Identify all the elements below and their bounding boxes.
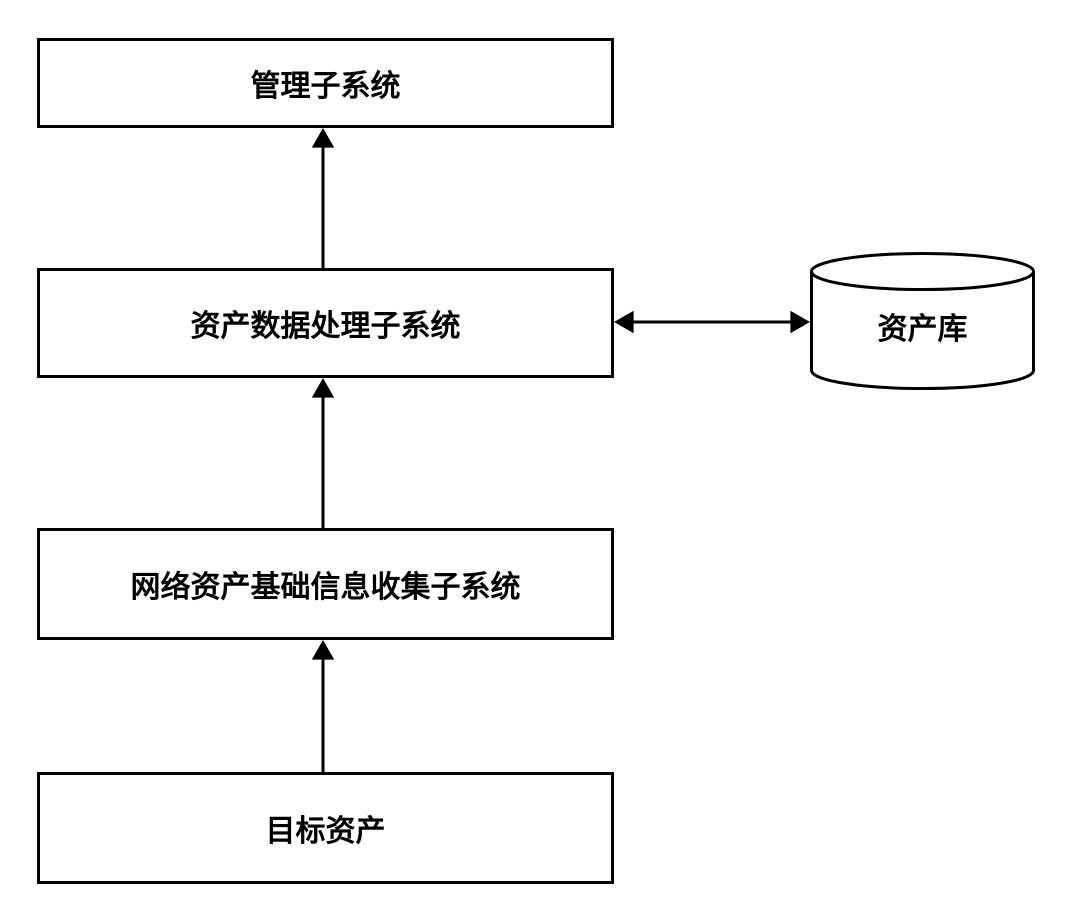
arrows-layer: [0, 0, 1086, 903]
box-collection: 网络资产基础信息收集子系统: [37, 528, 614, 640]
arrow-proc-db-bidir: [614, 311, 810, 333]
box-management-label: 管理子系统: [251, 61, 401, 105]
box-target-label: 目标资产: [266, 806, 386, 850]
cylinder-database-label: 资产库: [878, 304, 968, 348]
box-processing: 资产数据处理子系统: [37, 268, 614, 378]
cylinder-database: 资产库: [810, 252, 1035, 390]
arrow-target-to-coll: [312, 640, 334, 772]
box-management: 管理子系统: [37, 38, 614, 128]
box-collection-label: 网络资产基础信息收集子系统: [131, 562, 521, 606]
arrow-coll-to-proc: [312, 378, 334, 528]
arrow-proc-to-mgmt: [312, 128, 334, 268]
box-target: 目标资产: [37, 772, 614, 884]
box-processing-label: 资产数据处理子系统: [191, 301, 461, 345]
